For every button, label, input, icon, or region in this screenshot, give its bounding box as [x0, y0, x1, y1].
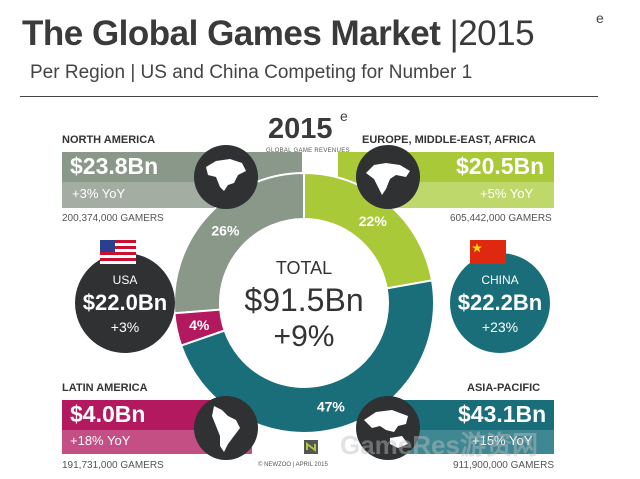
usa-flag-icon: [100, 240, 136, 264]
north-america-gamers: 200,374,000 GAMERS: [62, 213, 164, 224]
latin-america-yoy: +18% YoY: [70, 433, 131, 448]
page-subtitle: Per Region | US and China Competing for …: [30, 62, 473, 83]
north-america-yoy: +3% YoY: [72, 186, 126, 201]
title-superscript: e: [596, 10, 604, 26]
asia-pacific-map-icon: [356, 396, 420, 460]
china-revenue: $22.2Bn: [457, 290, 543, 315]
newzoo-logo-icon: [304, 440, 318, 454]
watermark: GameRes游资网: [340, 430, 538, 460]
latin-america-map-icon: [194, 396, 258, 460]
usa-circle: USA $22.0Bn +3%: [75, 253, 175, 353]
china-yoy: +23%: [481, 319, 519, 335]
title-year: |2015: [449, 14, 535, 53]
donut-labels: 26% 22% 47% 4%: [189, 213, 387, 415]
usa-revenue: $22.0Bn: [82, 290, 168, 315]
emea-name: EUROPE, MIDDLE-EAST, AFRICA: [362, 134, 536, 146]
slice-label-north-america: 26%: [211, 222, 240, 238]
page-title: The Global Games Market |2015: [22, 14, 535, 54]
donut-slices: [173, 171, 435, 434]
emea-gamers: 605,442,000 GAMERS: [450, 213, 552, 224]
europe-map-icon: [356, 145, 420, 209]
north-america-revenue: $23.8Bn: [70, 153, 159, 179]
title-text: The Global Games Market: [22, 14, 441, 53]
usa-yoy: +3%: [110, 319, 140, 335]
north-america-map-icon: [194, 145, 258, 209]
asia-pacific-name: ASIA-PACIFIC: [467, 382, 541, 394]
center-growth-value: +9%: [273, 320, 335, 353]
emea-yoy: +5% YoY: [480, 186, 534, 201]
slice-label-emea: 22%: [359, 213, 388, 229]
center-year-superscript: e: [340, 108, 348, 124]
usa-name: USA: [112, 273, 138, 287]
china-circle: CHINA $22.2Bn +23%: [450, 253, 550, 353]
china-flag-icon: [470, 240, 506, 264]
north-america-name: NORTH AMERICA: [62, 134, 156, 146]
center-total-label: TOTAL: [275, 258, 333, 278]
credit: © NEWZOO | APRIL 2015: [258, 462, 328, 468]
asia-pacific-yoy: +15% YoY: [472, 433, 533, 448]
latin-america-revenue: $4.0Bn: [70, 401, 146, 427]
north-america-rev-bar: [62, 152, 302, 182]
asia-pacific-gamers: 911,900,000 GAMERS: [453, 460, 554, 471]
emea-revenue: $20.5Bn: [456, 153, 545, 179]
center-year-caption: GLOBAL GAME REVENUES: [266, 148, 350, 154]
center-total-value: $91.5Bn: [244, 282, 364, 318]
asia-pacific-revenue: $43.1Bn: [458, 401, 547, 427]
donut-hole: [220, 219, 388, 387]
slice-label-latin-america: 4%: [189, 317, 210, 333]
center-year: 2015: [268, 113, 333, 145]
latin-america-gamers: 191,731,000 GAMERS: [62, 460, 164, 471]
slice-label-asia-pacific: 47%: [317, 399, 346, 415]
china-name: CHINA: [481, 273, 519, 287]
header-divider: [20, 96, 598, 97]
latin-america-name: LATIN AMERICA: [62, 382, 148, 394]
